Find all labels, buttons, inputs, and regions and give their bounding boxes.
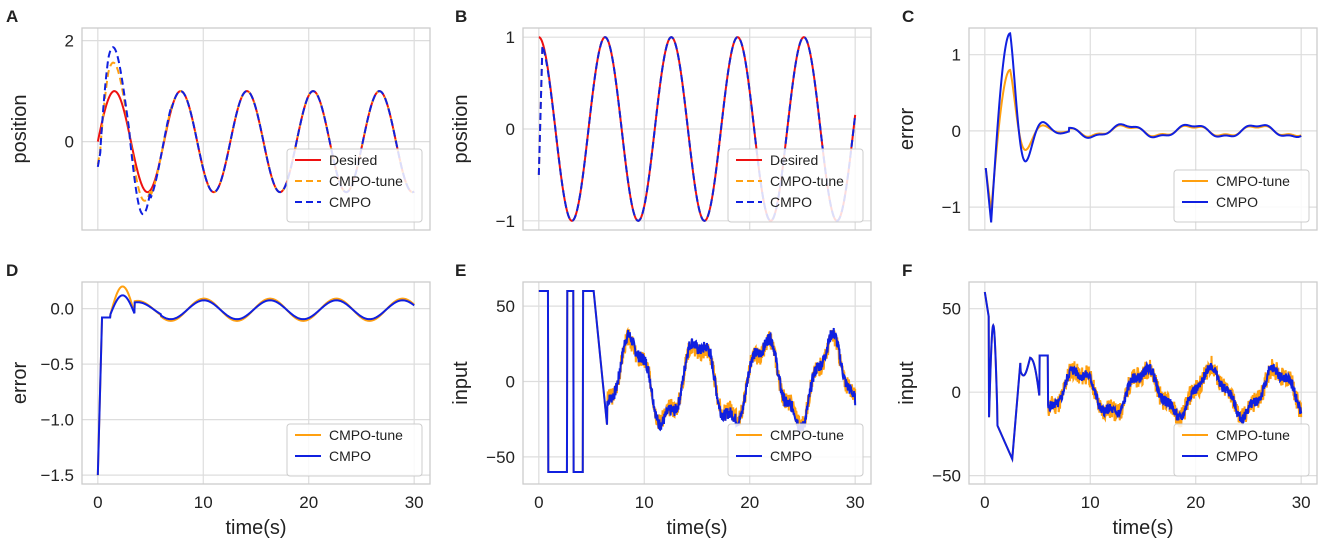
y-axis-label: error [9, 362, 31, 405]
legend-box [1173, 169, 1310, 223]
series-line-cmpo [96, 294, 415, 476]
x-tick-label: 30 [1292, 493, 1311, 512]
legend-entry: CMPO-tune [329, 173, 403, 189]
panel-b: B −1 0 1 position Desired CMPO-tune CMPO [450, 7, 872, 231]
series-line-cmpo [96, 46, 415, 216]
legend-box [1173, 423, 1310, 477]
panel-f: F 0 10 20 30 −50 0 50 time(s) input CMPO-tune CMPO [896, 261, 1318, 539]
legend-box [727, 148, 864, 223]
y-tick-label: 0 [506, 120, 515, 139]
legend-entry: CMPO [329, 448, 371, 464]
x-tick-label: 10 [1081, 493, 1100, 512]
y-tick-label: −0.5 [40, 355, 74, 374]
plot-frame [968, 281, 1318, 485]
y-tick-label: −1.0 [40, 411, 74, 430]
legend-entry: CMPO [1216, 448, 1258, 464]
y-tick-label: −50 [486, 448, 515, 467]
x-axis-label: time(s) [666, 517, 727, 539]
x-tick-label: 10 [635, 493, 654, 512]
y-tick-label: 0 [65, 133, 74, 152]
panel-letter: C [902, 7, 914, 26]
y-tick-label: −1 [496, 212, 515, 231]
panel-letter: D [6, 261, 18, 280]
plot-frame [81, 281, 431, 485]
y-tick-label: 0 [952, 383, 961, 402]
y-tick-label: −1 [942, 198, 961, 217]
y-tick-label: 1 [506, 28, 515, 47]
panel-d: D 0 10 20 30 −1.5 −1.0 −0.5 0.0 time(s) error CMPO-… [6, 261, 431, 539]
plot-frame [81, 27, 431, 231]
x-tick-label: 10 [194, 493, 213, 512]
y-axis-label: position [9, 95, 31, 164]
legend-box [727, 423, 864, 477]
y-tick-label: −1.5 [40, 466, 74, 485]
x-tick-label: 0 [93, 493, 102, 512]
y-axis-label: position [450, 95, 472, 164]
x-tick-label: 20 [299, 493, 318, 512]
y-tick-label: −50 [932, 467, 961, 486]
legend-entry: CMPO [329, 194, 371, 210]
x-tick-label: 0 [980, 493, 989, 512]
x-tick-label: 0 [534, 493, 543, 512]
y-tick-label: 0 [506, 372, 515, 391]
x-tick-label: 20 [1186, 493, 1205, 512]
plot-frame [522, 27, 872, 231]
y-tick-label: 50 [942, 300, 961, 319]
legend-box [286, 423, 423, 477]
x-tick-label: 30 [405, 493, 424, 512]
x-axis-label: time(s) [1112, 517, 1173, 539]
plot-frame [968, 27, 1318, 231]
x-tick-label: 20 [740, 493, 759, 512]
y-tick-label: 2 [65, 32, 74, 51]
y-axis-label: input [450, 361, 472, 405]
series-line-cmpo [983, 291, 1303, 463]
plot-frame [522, 281, 872, 485]
legend-entry: CMPO-tune [1216, 427, 1290, 443]
legend-entry: CMPO-tune [1216, 173, 1290, 189]
panel-letter: E [455, 261, 466, 280]
legend-entry: Desired [329, 152, 377, 168]
panel-c: C −1 0 1 error CMPO-tune CMPO [896, 7, 1318, 231]
y-tick-label: 1 [952, 46, 961, 65]
series-line-cmpo [537, 36, 857, 222]
y-axis-label: input [896, 361, 918, 405]
y-tick-label: 0.0 [50, 300, 74, 319]
legend-entry: CMPO [1216, 194, 1258, 210]
legend-entry: CMPO [770, 194, 812, 210]
panel-letter: A [6, 7, 18, 26]
legend-entry: CMPO-tune [770, 427, 844, 443]
panel-e: E 0 10 20 30 −50 0 50 time(s) input CMPO-tune CMPO [450, 261, 872, 539]
legend-entry: CMPO-tune [329, 427, 403, 443]
legend-entry: CMPO [770, 448, 812, 464]
y-tick-label: 50 [496, 297, 515, 316]
panel-letter: B [455, 7, 467, 26]
series-line-cmpo [984, 32, 1302, 223]
legend-entry: Desired [770, 152, 818, 168]
legend-entry: CMPO-tune [770, 173, 844, 189]
y-tick-label: 0 [952, 122, 961, 141]
panel-a: A 0 2 position Desired CMPO-tune CMPO [6, 7, 431, 231]
panel-letter: F [902, 261, 912, 280]
x-axis-label: time(s) [225, 517, 286, 539]
x-tick-label: 30 [846, 493, 865, 512]
y-axis-label: error [896, 108, 918, 151]
legend-box [286, 148, 423, 223]
